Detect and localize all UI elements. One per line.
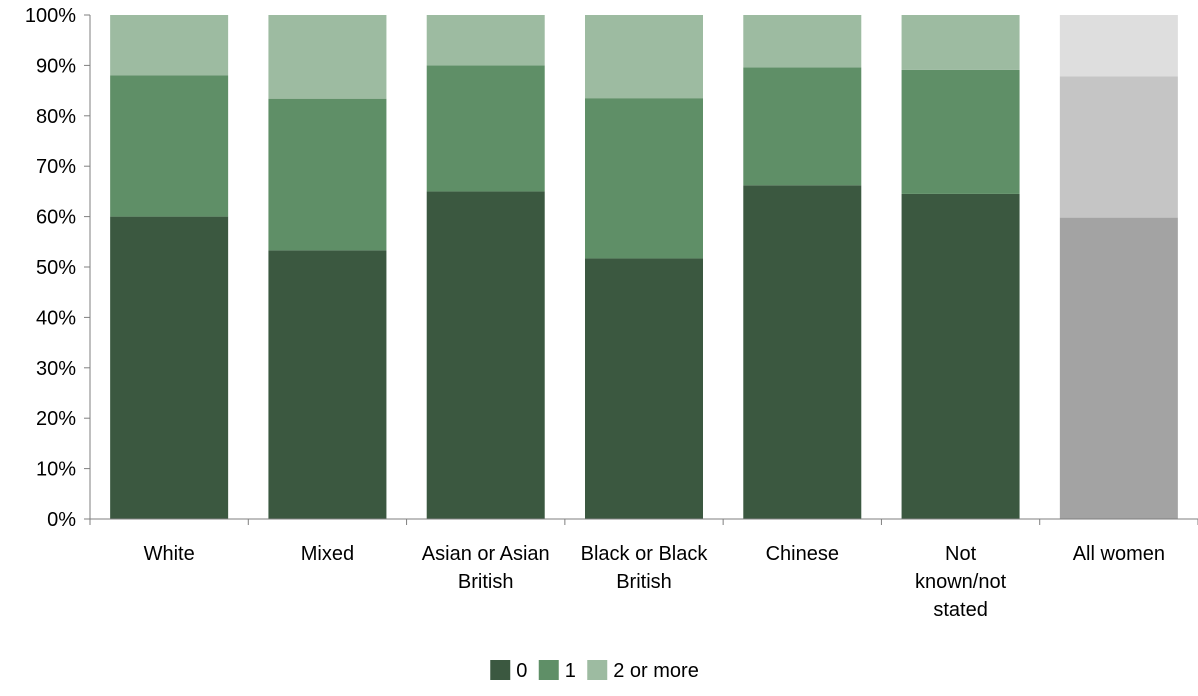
legend-swatch	[490, 660, 511, 680]
legend-swatch	[538, 660, 559, 680]
x-category-label: All women	[1073, 543, 1165, 565]
x-category-label: Asian or Asian British	[422, 543, 550, 593]
bar-segment	[585, 98, 703, 259]
bar-segment	[426, 65, 545, 192]
bar-segment	[110, 75, 229, 217]
x-tick-labels: White Mixed Asian or Asian British Black or …	[144, 543, 1165, 621]
bar-segment	[1059, 15, 1178, 77]
x-category-label: Mixed	[301, 543, 354, 565]
bar-segment	[743, 15, 862, 68]
y-tick-label: 80%	[36, 106, 76, 128]
bar-segment	[743, 185, 862, 520]
y-tick-label: 0%	[47, 509, 76, 531]
x-category-label: Not known/not stated	[915, 543, 1007, 621]
bar-segment	[268, 98, 387, 251]
axes-layer	[84, 14, 1198, 525]
legend: 0 1 2 or more	[490, 660, 699, 682]
bar-segment	[901, 15, 1020, 70]
bar-segment	[110, 15, 229, 76]
legend-swatch	[587, 660, 608, 680]
legend-label: 2 or more	[613, 660, 699, 682]
y-tick-label: 60%	[36, 207, 76, 229]
bar-segment	[110, 216, 229, 519]
y-tick-label: 100%	[25, 5, 76, 27]
y-tick-label: 70%	[36, 156, 76, 178]
bar-segment	[1059, 217, 1178, 519]
x-category-label: Chinese	[766, 543, 839, 565]
legend-label: 1	[565, 660, 576, 682]
bar-segment	[1059, 76, 1178, 218]
bar-segment	[426, 191, 545, 519]
y-tick-labels: 0% 10% 20% 30% 40% 50% 60% 70% 80% 90% 100%	[25, 5, 76, 531]
bar-segment	[743, 67, 862, 186]
bar-segment	[585, 15, 703, 99]
y-tick-label: 40%	[36, 307, 76, 329]
legend-label: 0	[516, 660, 527, 682]
bar-segment	[901, 69, 1020, 194]
y-tick-label: 10%	[36, 459, 76, 481]
x-category-label: Black or Black British	[581, 543, 709, 593]
bar-segment	[426, 15, 545, 66]
y-tick-label: 20%	[36, 408, 76, 430]
bar-segment	[585, 258, 703, 519]
y-tick-label: 30%	[36, 358, 76, 380]
bar-segment	[268, 15, 387, 99]
bars-layer	[110, 15, 1178, 520]
y-tick-label: 50%	[36, 257, 76, 279]
bar-segment	[268, 250, 387, 520]
y-tick-label: 90%	[36, 55, 76, 77]
bar-segment	[901, 193, 1020, 520]
x-category-label: White	[144, 543, 195, 565]
